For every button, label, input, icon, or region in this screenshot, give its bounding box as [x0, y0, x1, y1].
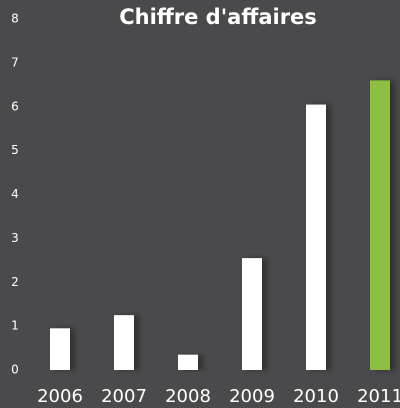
chart-title: Chiffre d'affaires	[119, 5, 317, 29]
bar	[50, 328, 70, 370]
x-tick-label: 2009	[229, 386, 275, 407]
x-tick-label: 2007	[101, 386, 147, 407]
y-tick-label: 6	[11, 99, 19, 113]
y-tick-label: 4	[11, 187, 19, 201]
y-tick-label: 0	[11, 363, 19, 377]
y-tick-label: 5	[11, 143, 19, 157]
x-tick-label: 2006	[37, 386, 83, 407]
bar	[178, 354, 198, 370]
y-tick-label: 7	[11, 55, 19, 69]
y-tick-label: 2	[11, 275, 19, 289]
bar	[242, 258, 262, 370]
x-tick-label: 2011	[357, 386, 400, 407]
x-tick-label: 2008	[165, 386, 211, 407]
y-tick-label: 1	[11, 319, 19, 333]
x-tick-label: 2010	[293, 386, 339, 407]
y-tick-label: 3	[11, 231, 19, 245]
bar	[114, 315, 134, 370]
y-tick-label: 8	[11, 12, 19, 26]
bar	[306, 104, 326, 371]
bar	[370, 80, 390, 371]
